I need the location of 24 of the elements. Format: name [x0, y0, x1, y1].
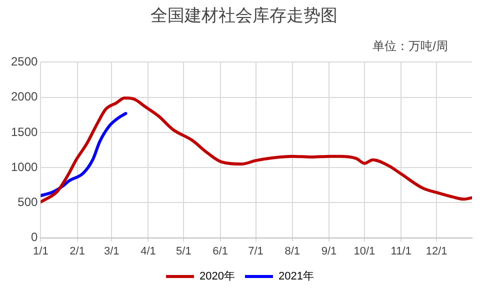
y-tick-label: 500 — [18, 194, 38, 209]
text: 单位：万吨/周 — [372, 38, 448, 55]
legend-label: 2020年 — [200, 270, 236, 283]
line-series — [40, 96, 472, 204]
x-tick-label: 4/1 — [140, 245, 156, 258]
legend-label: 2021年 — [278, 270, 314, 283]
x-tick-label: 6/1 — [212, 245, 228, 258]
x-tick-label: 3/1 — [104, 245, 120, 258]
x-tick-label: 10/1 — [354, 245, 376, 258]
y-tick-label: 2000 — [10, 90, 38, 104]
x-tick-label: 9/1 — [321, 245, 337, 258]
x-tick-label: 11/1 — [390, 245, 412, 258]
y-tick-label: 1000 — [10, 160, 38, 174]
y-tick-label: 1500 — [10, 124, 38, 139]
x-tick-label: 7/1 — [248, 245, 264, 258]
x-tick-label: 5/1 — [176, 245, 192, 258]
x-tick-label: 1/1 — [33, 245, 48, 258]
y-tick-label: 2500 — [10, 54, 38, 69]
x-tick-label: 12/1 — [426, 245, 448, 258]
chart-title: 全国建材社会库存走势图 — [150, 5, 338, 27]
line-series — [40, 112, 128, 198]
y-tick-label: 0 — [31, 230, 38, 244]
x-tick-label: 8/1 — [284, 245, 300, 258]
x-tick-label: 2/1 — [70, 245, 85, 258]
